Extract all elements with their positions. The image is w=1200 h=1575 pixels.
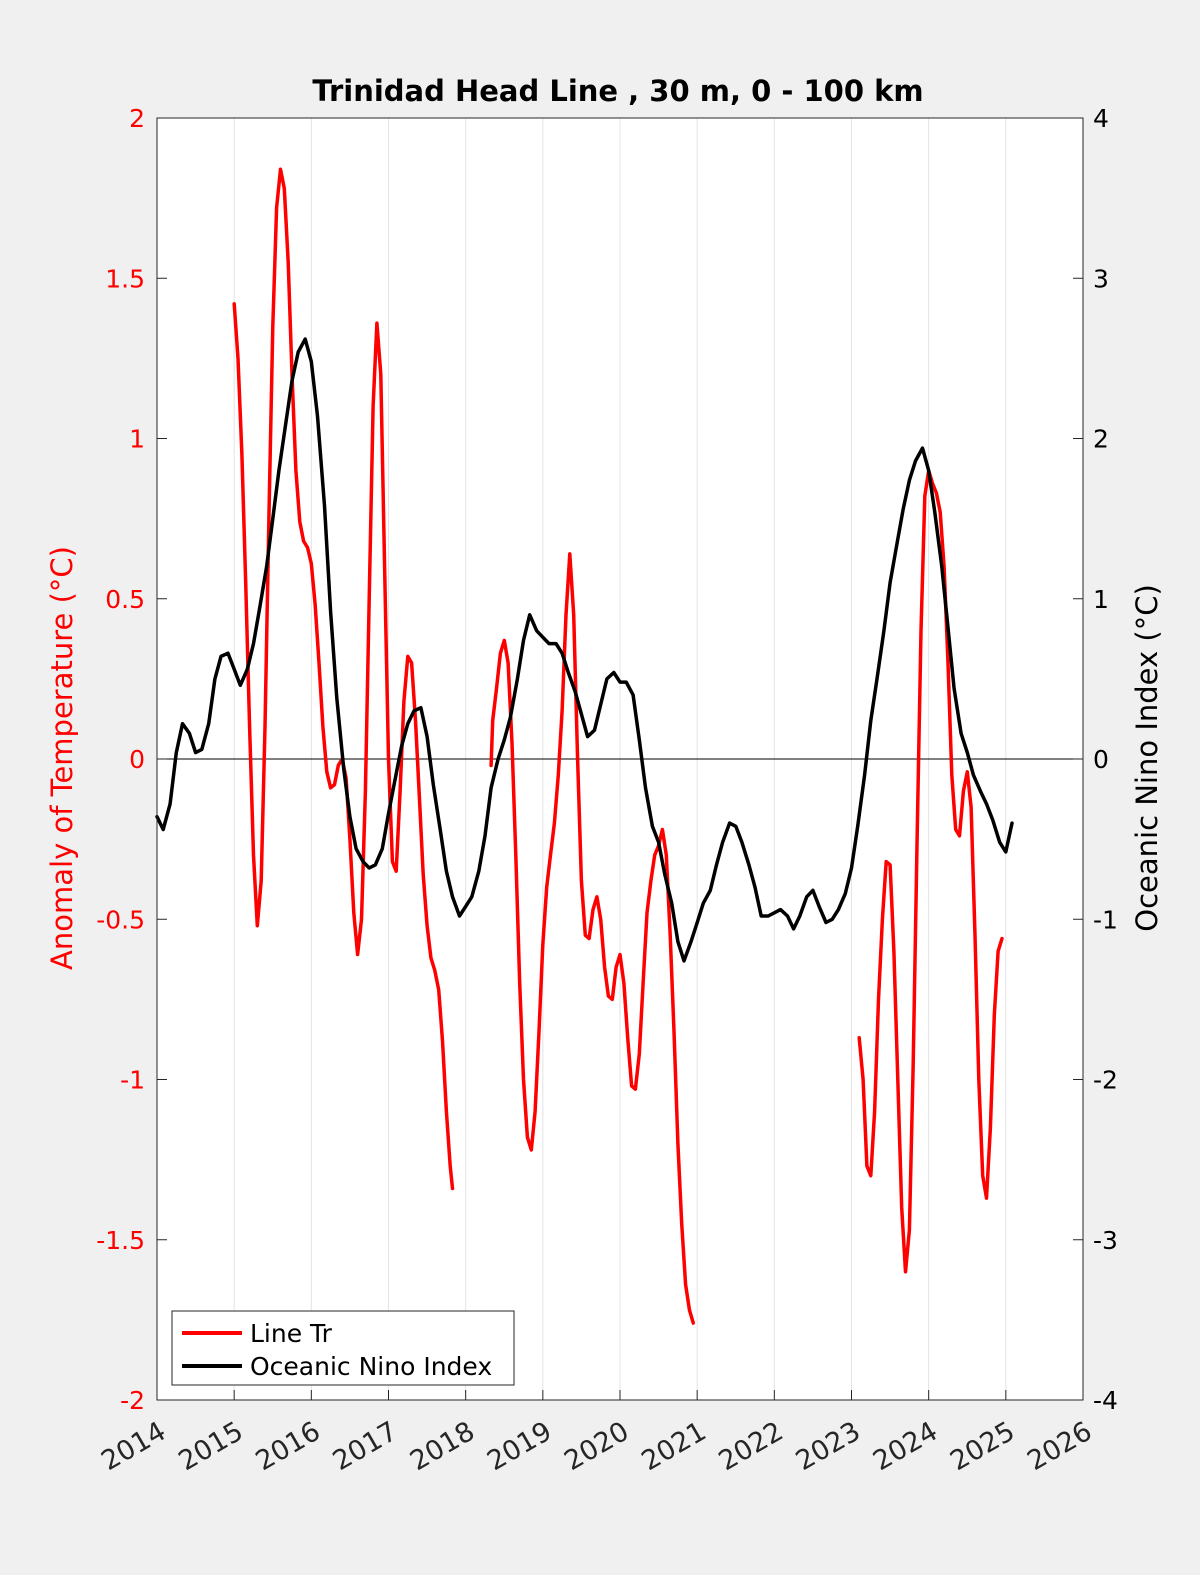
legend: Line Tr Oceanic Nino Index [171,1310,515,1386]
series-oni-line-0 [155,337,1014,963]
legend-label-oni: Oceanic Nino Index [250,1352,492,1381]
left-y-tick-label: -0.5 [96,905,145,934]
right-y-tick-label: -1 [1093,905,1118,934]
left-y-tick-label: 1 [129,425,145,454]
right-y-tick-label: 4 [1093,104,1109,133]
right-y-tick-label: 0 [1093,745,1109,774]
right-y-tick-label: 1 [1093,585,1109,614]
left-y-axis-ticks: -2 -1.5 -1 -0.5 0 0.5 1 1.5 2 [96,104,167,1415]
left-y-axis-label: Anomaly of Temperature (°C) [45,546,79,970]
left-y-tick-label: 1.5 [105,264,145,293]
right-y-axis-label: Oceanic Nino Index (°C) [1130,584,1164,932]
right-y-tick-label: -3 [1093,1226,1118,1255]
right-y-tick-label: -4 [1093,1386,1118,1415]
left-y-tick-label: 2 [129,104,145,133]
legend-box [171,1310,515,1386]
right-y-tick-label: 2 [1093,425,1109,454]
left-y-tick-label: 0 [129,745,145,774]
right-y-tick-label: -2 [1093,1066,1118,1095]
legend-label-line-tr: Line Tr [250,1319,333,1348]
series-layer [155,167,1014,1325]
left-y-tick-label: -2 [120,1386,145,1415]
chart-title: Trinidad Head Line , 30 m, 0 - 100 km [312,74,923,108]
right-y-tick-label: 3 [1093,264,1109,293]
left-y-tick-label: 0.5 [105,585,145,614]
left-y-tick-label: -1 [120,1066,145,1095]
left-y-tick-label: -1.5 [96,1226,145,1255]
right-y-axis-ticks: -4 -3 -2 -1 0 1 2 3 4 [1073,104,1118,1415]
